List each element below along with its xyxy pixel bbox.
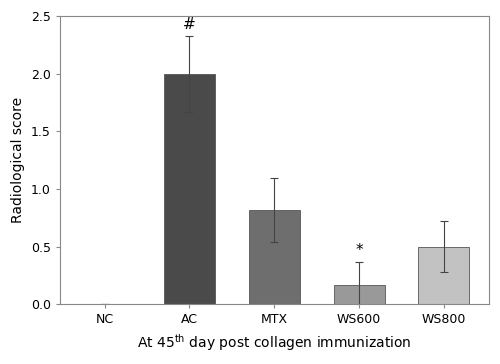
Bar xyxy=(249,210,300,304)
X-axis label: At 45$^{\rm th}$ day post collagen immunization: At 45$^{\rm th}$ day post collagen immun… xyxy=(137,332,411,353)
Bar xyxy=(164,74,215,304)
Y-axis label: Radiological score: Radiological score xyxy=(11,97,25,223)
Text: #: # xyxy=(183,17,196,32)
Bar xyxy=(334,285,384,304)
Text: *: * xyxy=(356,243,363,258)
Bar xyxy=(418,247,470,304)
